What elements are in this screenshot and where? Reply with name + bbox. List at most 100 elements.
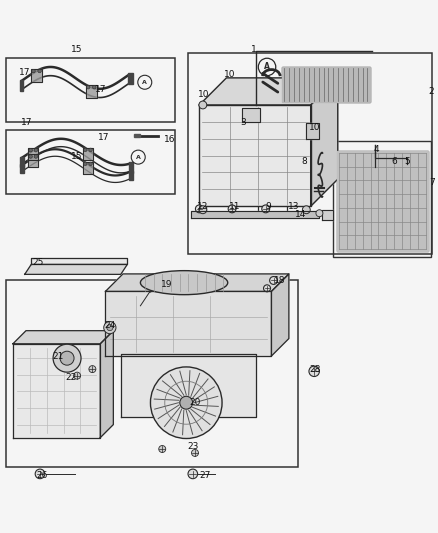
Polygon shape [106,274,289,292]
Circle shape [34,149,38,152]
Circle shape [104,321,116,334]
Circle shape [199,206,207,214]
Circle shape [38,69,41,73]
Circle shape [195,205,203,213]
Text: 10: 10 [198,91,209,100]
Text: 1: 1 [251,45,257,54]
Circle shape [159,446,166,453]
Circle shape [34,155,38,158]
Circle shape [29,149,32,152]
Text: 15: 15 [71,151,83,160]
Circle shape [270,277,278,285]
Circle shape [60,351,74,365]
Circle shape [309,366,319,376]
Bar [188,53,432,254]
Polygon shape [28,155,39,166]
Text: 17: 17 [21,118,33,127]
Text: 10: 10 [309,123,321,132]
Text: 3: 3 [240,118,246,127]
Text: 17: 17 [98,133,109,142]
Circle shape [180,396,193,409]
Polygon shape [85,85,97,98]
Text: A: A [142,80,147,85]
Text: 2: 2 [428,87,434,96]
Polygon shape [20,164,24,173]
Text: 28: 28 [309,365,321,374]
Bar [337,151,427,251]
Polygon shape [199,78,338,105]
Text: 16: 16 [164,135,176,144]
Text: 19: 19 [161,280,173,289]
Polygon shape [13,344,100,438]
Polygon shape [306,123,319,139]
Circle shape [29,155,32,158]
Text: 9: 9 [265,202,271,211]
Polygon shape [106,292,272,356]
Bar [6,58,175,123]
Text: 23: 23 [187,442,198,451]
Text: 4: 4 [373,145,379,154]
Circle shape [107,325,113,330]
Polygon shape [321,210,333,220]
Text: A: A [264,62,270,71]
Polygon shape [20,157,24,167]
Polygon shape [13,330,113,344]
Polygon shape [129,163,133,173]
Polygon shape [20,80,23,91]
Text: 25: 25 [32,257,43,266]
Polygon shape [337,151,427,251]
Text: 12: 12 [197,202,208,211]
Circle shape [191,449,198,456]
Polygon shape [272,274,289,356]
Circle shape [316,210,323,217]
Circle shape [84,162,87,166]
Bar [6,130,175,195]
Text: 13: 13 [288,202,300,211]
Polygon shape [283,67,370,102]
Polygon shape [191,212,319,219]
Text: A: A [136,155,141,159]
Circle shape [58,364,65,370]
Circle shape [53,344,81,372]
Text: 21: 21 [53,352,64,361]
Circle shape [35,469,45,479]
Circle shape [84,148,87,151]
Text: 7: 7 [429,177,435,187]
Circle shape [264,285,271,292]
Text: 18: 18 [273,277,285,285]
Circle shape [89,366,96,373]
Text: 26: 26 [36,471,48,480]
Text: 10: 10 [224,70,236,79]
Bar [332,141,431,257]
Polygon shape [100,330,113,438]
Text: 27: 27 [199,471,211,480]
Circle shape [86,85,90,89]
Circle shape [92,85,96,89]
Polygon shape [311,78,338,206]
Bar [339,154,425,248]
Text: 17: 17 [95,85,107,94]
Circle shape [89,148,92,151]
Circle shape [89,162,92,166]
Text: 11: 11 [229,202,240,211]
Text: 24: 24 [104,321,116,330]
Polygon shape [25,264,127,274]
Polygon shape [121,354,256,417]
Polygon shape [134,134,140,137]
Text: 14: 14 [294,211,306,220]
Bar [6,280,297,467]
Circle shape [74,372,81,379]
Polygon shape [83,161,93,174]
Polygon shape [242,108,260,123]
Text: 22: 22 [65,373,76,382]
Polygon shape [199,105,311,206]
Circle shape [262,205,270,213]
Polygon shape [31,69,42,82]
Circle shape [188,469,198,479]
Polygon shape [31,258,127,264]
Circle shape [199,101,207,109]
Bar [283,67,370,102]
Polygon shape [28,148,39,160]
Polygon shape [128,74,133,84]
Circle shape [150,367,222,439]
